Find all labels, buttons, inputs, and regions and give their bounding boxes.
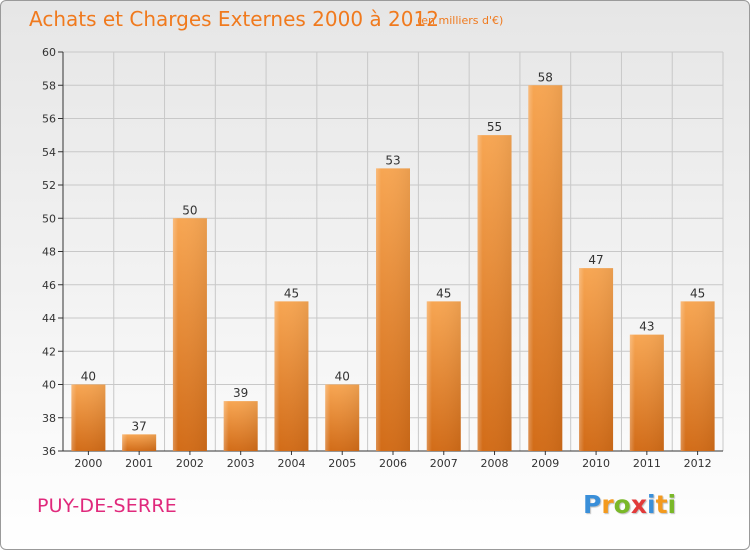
logo-letter: x bbox=[630, 490, 647, 519]
logo-letter: t bbox=[655, 490, 668, 519]
bar-shade bbox=[376, 168, 410, 451]
x-tick-label: 2009 bbox=[531, 457, 559, 470]
data-label: 45 bbox=[690, 286, 705, 300]
bar-shade bbox=[426, 301, 461, 451]
y-tick-label: 48 bbox=[42, 246, 56, 259]
logo-letter: o bbox=[613, 490, 631, 519]
data-label: 45 bbox=[436, 286, 451, 300]
data-label: 39 bbox=[233, 386, 248, 400]
chart-title: Achats et Charges Externes 2000 à 2012 bbox=[29, 7, 439, 31]
bar-shade bbox=[680, 301, 715, 451]
y-tick-label: 54 bbox=[42, 146, 56, 159]
y-tick-label: 52 bbox=[42, 179, 56, 192]
labels: 36 38 40 42 44 46 48 50 52 54 56 58 60 40 2000 37 2001 50… bbox=[42, 46, 712, 470]
y-tick-label: 44 bbox=[42, 312, 56, 325]
x-tick-label: 2005 bbox=[328, 457, 356, 470]
bar-shade bbox=[477, 135, 512, 451]
x-tick-label: 2008 bbox=[481, 457, 509, 470]
data-label: 37 bbox=[132, 419, 147, 433]
x-tick-label: 2006 bbox=[379, 457, 407, 470]
y-tick-label: 42 bbox=[42, 345, 56, 358]
bar-shade bbox=[629, 334, 664, 451]
data-label: 40 bbox=[335, 370, 350, 384]
logo-letter: i bbox=[667, 490, 677, 519]
commune-name: PUY-DE-SERRE bbox=[37, 495, 177, 517]
logo-letter: r bbox=[601, 490, 614, 519]
y-tick-label: 40 bbox=[42, 379, 56, 392]
x-tick-label: 2004 bbox=[277, 457, 305, 470]
y-tick-label: 46 bbox=[42, 279, 56, 292]
x-tick-label: 2002 bbox=[176, 457, 204, 470]
logo-letter: i bbox=[647, 490, 656, 519]
proxiti-logo: Proxiti bbox=[583, 490, 676, 519]
data-label: 55 bbox=[487, 120, 502, 134]
bar-shade bbox=[579, 268, 614, 451]
bar-shade bbox=[172, 218, 207, 451]
x-tick-label: 2012 bbox=[684, 457, 712, 470]
x-tick-label: 2010 bbox=[582, 457, 610, 470]
bar-shade bbox=[122, 434, 157, 451]
y-tick-label: 58 bbox=[42, 79, 56, 92]
x-tick-label: 2000 bbox=[74, 457, 102, 470]
y-tick-label: 36 bbox=[42, 445, 56, 458]
logo-letter: P bbox=[583, 490, 602, 519]
data-label: 53 bbox=[385, 153, 400, 167]
x-tick-label: 2001 bbox=[125, 457, 153, 470]
data-label: 45 bbox=[284, 286, 299, 300]
y-tick-label: 38 bbox=[42, 412, 56, 425]
data-label: 40 bbox=[81, 370, 96, 384]
data-label: 47 bbox=[588, 253, 603, 267]
x-tick-label: 2011 bbox=[633, 457, 661, 470]
data-label: 50 bbox=[182, 203, 197, 217]
y-tick-label: 50 bbox=[42, 212, 56, 225]
data-label: 58 bbox=[538, 70, 553, 84]
x-tick-label: 2007 bbox=[430, 457, 458, 470]
bar-shade bbox=[274, 301, 309, 451]
x-tick-label: 2003 bbox=[227, 457, 255, 470]
data-label: 43 bbox=[639, 320, 654, 334]
bar-shade bbox=[223, 401, 258, 451]
bar-shade bbox=[325, 384, 360, 451]
chart-subtitle: (en milliers d'€) bbox=[417, 14, 504, 27]
bars bbox=[71, 85, 715, 451]
y-tick-label: 56 bbox=[42, 113, 56, 126]
y-tick-label: 60 bbox=[42, 46, 56, 59]
bar-shade bbox=[71, 384, 106, 451]
bar-shade bbox=[528, 85, 563, 451]
